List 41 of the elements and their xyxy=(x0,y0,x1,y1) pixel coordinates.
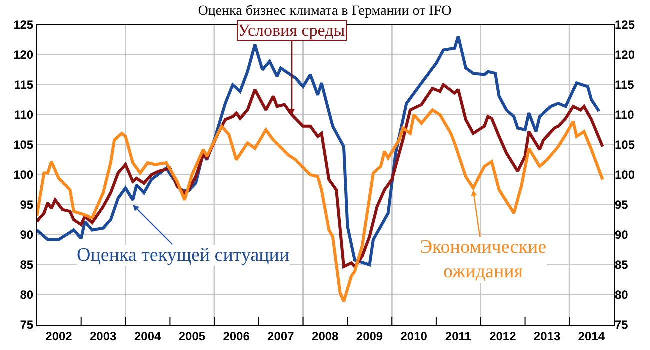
x-tick-label: 2003 xyxy=(90,329,118,344)
line-series xyxy=(37,84,604,268)
y2-tick-label: 90 xyxy=(615,228,629,242)
y2-tick-label: 100 xyxy=(615,168,636,182)
y-tick-label: 110 xyxy=(14,108,34,122)
y-tick-label: 85 xyxy=(20,258,34,272)
x-tick-label: 2011 xyxy=(445,329,472,344)
y-tick-label: 120 xyxy=(14,48,34,62)
y2-tick-label: 105 xyxy=(615,138,636,152)
x-tick-label: 2013 xyxy=(534,329,561,344)
x-tick-label: 2012 xyxy=(490,329,517,344)
y-tick-label: 80 xyxy=(20,288,34,302)
y2-tick-label: 95 xyxy=(615,198,629,212)
y-tick-label: 125 xyxy=(14,18,34,32)
y-tick-label: 75 xyxy=(20,318,34,332)
y-tick-label: 105 xyxy=(14,138,34,152)
x-tick-label: 2010 xyxy=(400,329,428,344)
y2-tick-label: 115 xyxy=(615,78,635,92)
y-tick-label: 115 xyxy=(14,78,34,92)
x-tick-label: 2014 xyxy=(578,329,606,344)
y2-tick-label: 120 xyxy=(615,48,636,62)
line-series xyxy=(37,108,604,304)
x-tick-label: 2006 xyxy=(223,329,250,344)
chart-title: Оценка бизнес климата в Германии от IFO xyxy=(198,4,452,20)
y2-tick-label: 75 xyxy=(615,318,629,332)
x-tick-label: 2004 xyxy=(134,329,162,344)
y2-tick-label: 110 xyxy=(615,108,635,122)
x-tick-label: 2002 xyxy=(46,329,73,344)
y2-tick-label: 125 xyxy=(615,18,636,32)
y2-tick-label: 85 xyxy=(615,258,629,272)
y-tick-label: 90 xyxy=(20,228,34,242)
annotation: Экономические ожидания xyxy=(420,237,547,283)
y-tick-label: 95 xyxy=(20,198,34,212)
y-tick-label: 100 xyxy=(14,168,34,182)
x-tick-label: 2005 xyxy=(178,329,206,344)
annotation: Оценка текущей ситуации xyxy=(77,245,290,266)
y2-tick-label: 80 xyxy=(615,288,629,302)
x-tick-label: 2008 xyxy=(312,329,340,344)
x-tick-label: 2007 xyxy=(268,329,295,344)
x-tick-label: 2009 xyxy=(356,329,384,344)
annotation: Условия среды xyxy=(238,21,346,40)
